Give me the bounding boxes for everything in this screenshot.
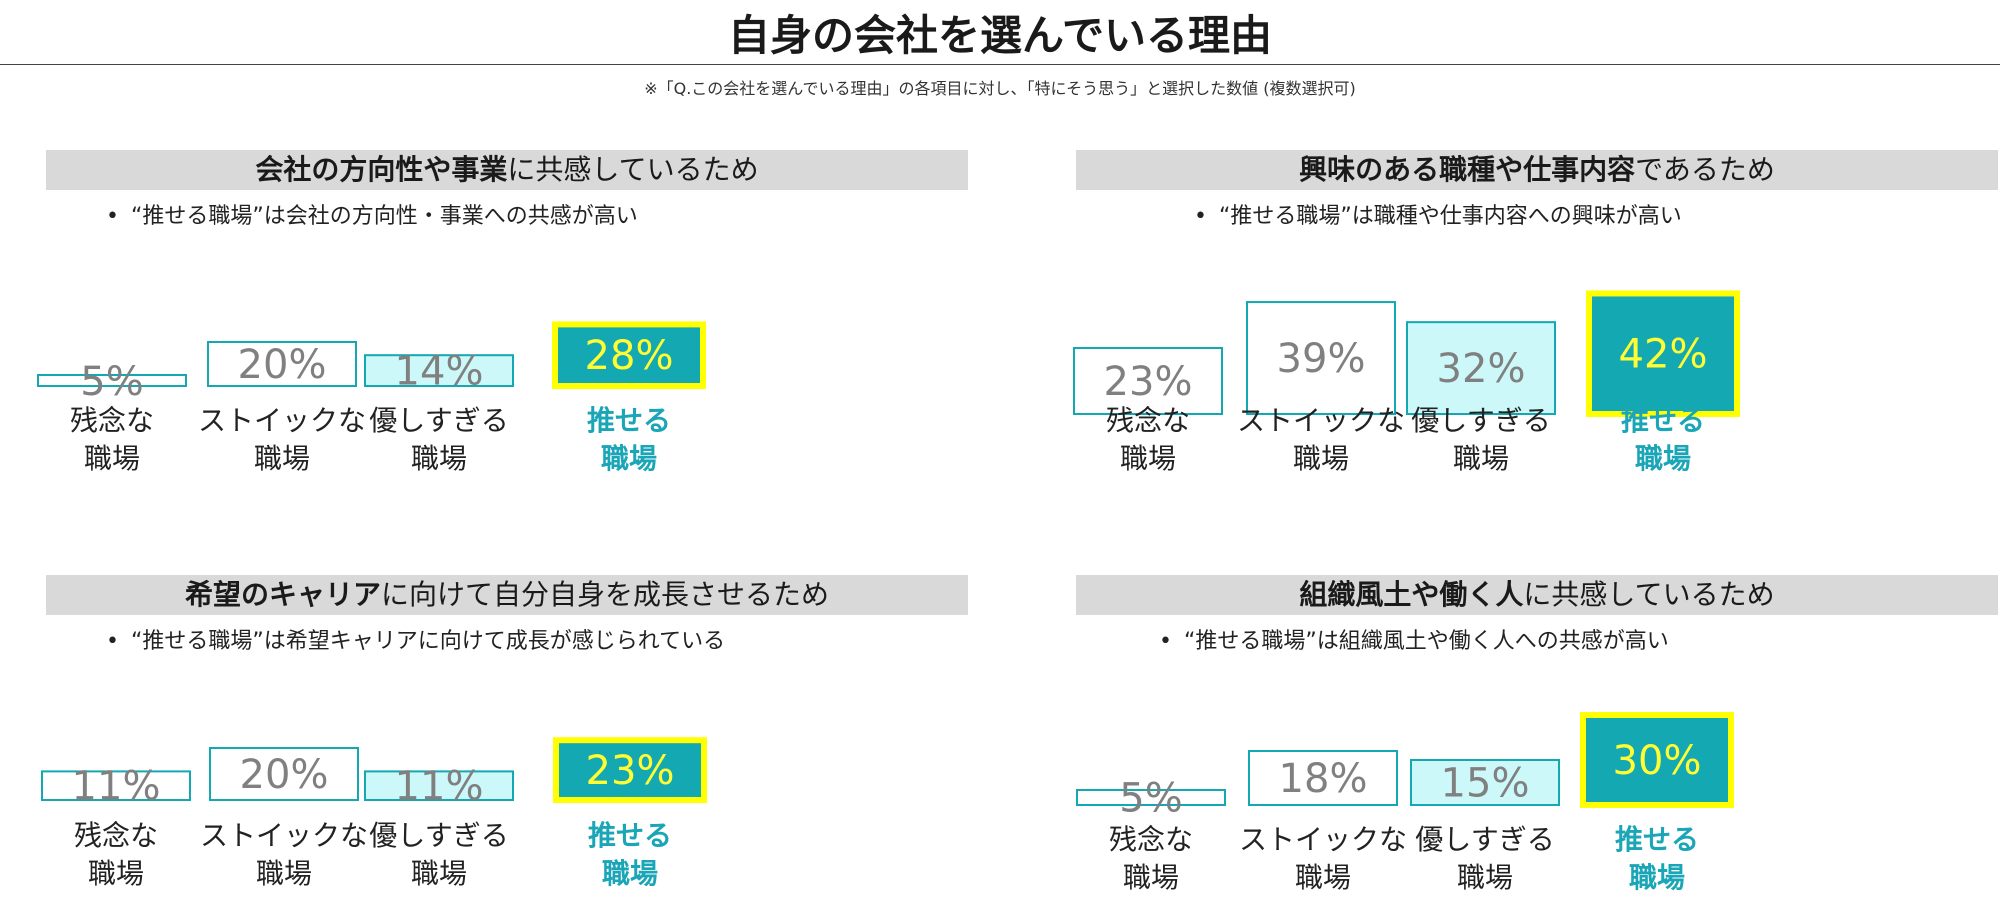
- panel-job-interest: 興味のある職種や仕事内容であるため • “推せる職場”は職種や仕事内容への興味が高…: [1073, 150, 1998, 480]
- bullet-text: “推せる職場”は会社の方向性・事業への共感が高い: [130, 204, 638, 229]
- bar-0: [1076, 789, 1226, 806]
- category-label: 残念な: [1109, 823, 1193, 856]
- bar-value-label: 23%: [586, 748, 675, 794]
- bar-1: [209, 747, 359, 801]
- panel-header: 組織風土や働く人に共感しているため: [1076, 575, 1998, 615]
- panel-career-growth: 希望のキャリアに向けて自分自身を成長させるため • “推せる職場”は希望キャリアに…: [41, 575, 968, 905]
- bar-value-label: 15%: [1441, 761, 1530, 807]
- category-label: 職場: [411, 857, 467, 890]
- panel-bullet: • “推せる職場”は希望キャリアに向けて成長が感じられている: [106, 627, 725, 657]
- category-label: 優しすぎる: [1415, 823, 1554, 856]
- panel-title-bold: 会社の方向性や事業: [255, 153, 508, 186]
- bullet-dot-icon: •: [106, 629, 119, 654]
- bar-value-label: 28%: [585, 333, 674, 379]
- bar-value-label: 18%: [1279, 756, 1368, 802]
- category-label: 推せる: [1615, 823, 1699, 856]
- bar-value-label: 32%: [1437, 346, 1526, 392]
- bullet-dot-icon: •: [1194, 204, 1207, 229]
- category-label: 職場: [411, 442, 467, 475]
- bar-value-label: 20%: [240, 752, 329, 798]
- category-label: 職場: [1457, 861, 1513, 894]
- bar-2: [364, 354, 514, 387]
- category-label: 職場: [1293, 442, 1349, 475]
- panel-culture-people: 組織風土や働く人に共感しているため • “推せる職場”は組織風土や働く人への共感が…: [1076, 575, 1998, 905]
- category-label: 残念な: [1106, 404, 1190, 437]
- survey-note: ※「Q.この会社を選んでいる理由」の各項目に対し、「特にそう思う」と選択した数値…: [644, 79, 1356, 98]
- category-label: 推せる: [588, 819, 672, 852]
- bar-0: [1073, 346, 1223, 416]
- bar-1: [1246, 301, 1396, 416]
- bar-0: [41, 770, 191, 801]
- page-title: 自身の会社を選んでいる理由: [728, 11, 1272, 60]
- bar-value-label: 20%: [238, 342, 327, 388]
- bullet-dot-icon: •: [1159, 629, 1172, 654]
- bar-3: [1586, 290, 1740, 418]
- category-label: 推せる: [587, 404, 671, 437]
- category-label: 職場: [1295, 861, 1351, 894]
- panel-bullet: • “推せる職場”は会社の方向性・事業への共感が高い: [106, 202, 638, 232]
- category-label: 職場: [84, 442, 140, 475]
- category-label: 職場: [1635, 442, 1691, 475]
- category-label: ストイックな: [198, 404, 366, 437]
- category-label: 職場: [88, 857, 144, 890]
- bar-3: [1580, 712, 1734, 808]
- panel-title-bold: 組織風土や働く人: [1299, 578, 1524, 611]
- bullet-text: “推せる職場”は組織風土や働く人への共感が高い: [1183, 629, 1669, 654]
- bullet-text: “推せる職場”は希望キャリアに向けて成長が感じられている: [130, 629, 726, 654]
- panel-company-direction: 会社の方向性や事業に共感しているため • “推せる職場”は会社の方向性・事業への共…: [37, 150, 968, 480]
- panel-header: 会社の方向性や事業に共感しているため: [46, 150, 968, 190]
- panel-title-rest: に共感しているため: [507, 153, 759, 186]
- category-label: 残念な: [70, 404, 154, 437]
- category-label: 残念な: [74, 819, 158, 852]
- bar-3: [553, 737, 707, 803]
- bar-3: [552, 321, 706, 389]
- bar-value-label: 30%: [1613, 738, 1702, 784]
- bar-value-label: 23%: [1104, 359, 1193, 405]
- bar-0: [37, 374, 187, 387]
- category-label: 優しすぎる: [1411, 404, 1550, 437]
- panel-title-bold: 希望のキャリア: [184, 578, 381, 611]
- panel-bullet: • “推せる職場”は職種や仕事内容への興味が高い: [1194, 202, 1682, 232]
- panel-header: 興味のある職種や仕事内容であるため: [1076, 150, 1998, 190]
- bar-2: [1410, 759, 1560, 806]
- bar-value-label: 5%: [1119, 776, 1182, 822]
- bullet-dot-icon: •: [106, 204, 119, 229]
- bar-value-label: 5%: [80, 359, 143, 405]
- panel-title-rest: に共感しているため: [1523, 578, 1775, 611]
- panel-title-rest: であるため: [1635, 153, 1775, 186]
- title-divider: [0, 64, 2000, 65]
- category-label: ストイックな: [1237, 404, 1405, 437]
- bullet-text: “推せる職場”は職種や仕事内容への興味が高い: [1218, 204, 1682, 229]
- bar-1: [207, 341, 357, 387]
- bar-2: [1406, 321, 1556, 415]
- category-label: 職場: [602, 857, 658, 890]
- bar-value-label: 14%: [395, 349, 484, 395]
- category-label: 職場: [256, 857, 312, 890]
- category-label: 職場: [1453, 442, 1509, 475]
- bar-1: [1248, 750, 1398, 806]
- category-label: 職場: [1123, 861, 1179, 894]
- category-label: ストイックな: [200, 819, 368, 852]
- category-label: 職場: [1629, 861, 1685, 894]
- bar-value-label: 11%: [395, 764, 484, 810]
- bar-value-label: 11%: [72, 764, 161, 810]
- bar-value-label: 42%: [1619, 332, 1708, 378]
- panel-header: 希望のキャリアに向けて自分自身を成長させるため: [46, 575, 968, 615]
- panel-title-bold: 興味のある職種や仕事内容: [1299, 153, 1636, 186]
- category-label: 職場: [1120, 442, 1176, 475]
- category-label: 優しすぎる: [369, 404, 508, 437]
- category-label: 推せる: [1621, 404, 1705, 437]
- bar-2: [364, 770, 514, 801]
- category-label: ストイックな: [1239, 823, 1407, 856]
- category-label: 職場: [601, 442, 657, 475]
- panel-title-rest: に向けて自分自身を成長させるため: [381, 578, 830, 611]
- category-label: 優しすぎる: [369, 819, 508, 852]
- panel-bullet: • “推せる職場”は組織風土や働く人への共感が高い: [1159, 627, 1669, 657]
- category-label: 職場: [254, 442, 310, 475]
- bar-value-label: 39%: [1277, 336, 1366, 382]
